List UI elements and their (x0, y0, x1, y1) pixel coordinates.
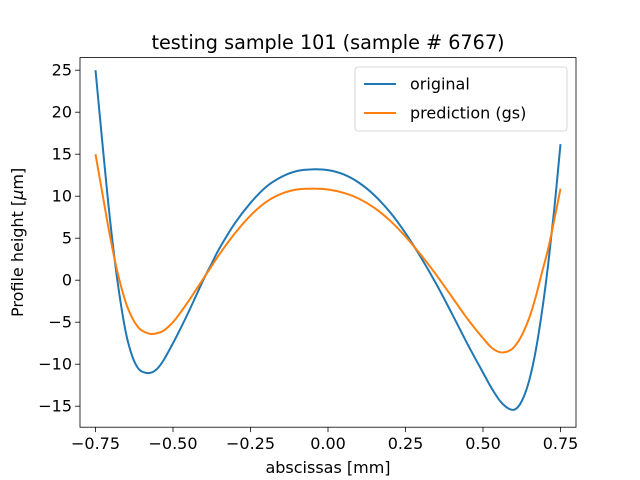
plot-area (94, 70, 562, 411)
y-axis-label-prefix: Profile height [ (8, 200, 27, 317)
x-tick-label: −0.75 (71, 434, 120, 453)
y-tick-label: −10 (38, 355, 72, 374)
chart-title: testing sample 101 (sample # 6767) (151, 31, 504, 54)
y-tick-label: 20 (52, 103, 72, 122)
y-tick-label: −15 (38, 397, 72, 416)
y-axis-label-suffix: m] (8, 168, 27, 190)
y-axis-label: Profile height [μm] (8, 168, 27, 317)
x-tick-label: −0.50 (148, 434, 197, 453)
legend-label-original: original (410, 75, 470, 94)
y-tick-label: 0 (62, 271, 72, 290)
x-tick-label: 0.00 (310, 434, 346, 453)
y-tick-label: 15 (52, 145, 72, 164)
y-axis-label-mu: μ (8, 190, 27, 201)
y-tick-label: 5 (62, 229, 72, 248)
x-axis-label: abscissas [mm] (265, 458, 390, 477)
y-tick-label: −5 (48, 313, 72, 332)
y-axis: −15 −10 −5 0 5 10 15 20 25 (38, 61, 80, 416)
series-line-1 (94, 154, 562, 354)
x-tick-label: 0.25 (388, 434, 424, 453)
x-tick-label: 0.75 (543, 434, 579, 453)
legend-box (354, 66, 568, 132)
series-line-0 (94, 70, 562, 411)
legend-label-prediction: prediction (gs) (410, 104, 526, 123)
x-axis: −0.75 −0.50 −0.25 0.00 0.25 0.50 0.75 (71, 427, 578, 453)
y-tick-label: 10 (52, 187, 72, 206)
x-tick-label: −0.25 (226, 434, 275, 453)
legend: original prediction (gs) (354, 66, 568, 132)
y-tick-label: 25 (52, 61, 72, 80)
x-tick-label: 0.50 (465, 434, 501, 453)
